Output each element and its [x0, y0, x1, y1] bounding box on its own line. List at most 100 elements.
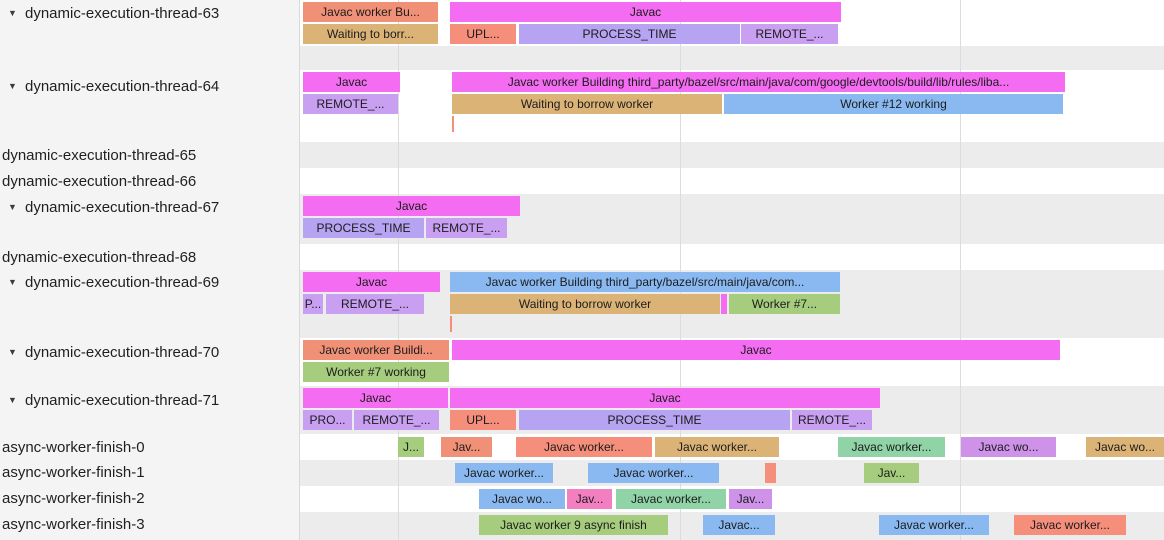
- track-band-gap: [300, 46, 1164, 70]
- thread-name-label: dynamic-execution-thread-69: [25, 273, 220, 291]
- bar-label: Javac worker Building third_party/bazel/…: [507, 75, 1010, 89]
- thread-name-label: dynamic-execution-thread-64: [25, 77, 220, 95]
- timeline-bar[interactable]: REMOTE_...: [741, 24, 838, 44]
- timeline-bar[interactable]: Jav...: [729, 489, 772, 509]
- bar-label: Jav...: [877, 466, 906, 480]
- timeline-bar[interactable]: J...: [398, 437, 424, 457]
- sidebar-item-dynamic-execution-thread-71[interactable]: ▼ dynamic-execution-thread-71: [0, 390, 219, 410]
- sidebar-item-async-worker-finish-3[interactable]: async-worker-finish-3: [0, 514, 145, 534]
- collapse-arrow-icon[interactable]: ▼: [8, 347, 17, 357]
- timeline-bar[interactable]: Javac worker 9 async finish: [479, 515, 668, 535]
- timeline-bar[interactable]: REMOTE_...: [303, 94, 398, 114]
- timeline-bar[interactable]: Javac worker...: [516, 437, 652, 457]
- timeline-bar[interactable]: Javac wo...: [961, 437, 1056, 457]
- thread-name-label: dynamic-execution-thread-66: [2, 172, 197, 190]
- sidebar-item-dynamic-execution-thread-70[interactable]: ▼ dynamic-execution-thread-70: [0, 342, 219, 362]
- sidebar-item-dynamic-execution-thread-69[interactable]: ▼ dynamic-execution-thread-69: [0, 272, 219, 292]
- timeline-bar[interactable]: Waiting to borr...: [303, 24, 438, 44]
- timeline-bar[interactable]: PROCESS_TIME: [519, 24, 740, 44]
- timeline-bar[interactable]: Javac worker Bu...: [303, 2, 438, 22]
- bar-label: Worker #7...: [751, 297, 818, 311]
- timeline-canvas[interactable]: Javac worker Bu... Javac Waiting to borr..…: [300, 0, 1164, 540]
- bar-label: Javac: [355, 275, 388, 289]
- collapse-arrow-icon[interactable]: ▼: [8, 202, 17, 212]
- bar-label: PROCESS_TIME: [607, 413, 702, 427]
- timeline-bar[interactable]: PROCESS_TIME: [519, 410, 790, 430]
- timeline-bar[interactable]: Javac: [450, 388, 880, 408]
- timeline-bar[interactable]: Javac: [303, 72, 400, 92]
- thread-name-label: dynamic-execution-thread-68: [2, 248, 197, 266]
- timeline-bar[interactable]: Javac worker Building third_party/bazel/…: [452, 72, 1065, 92]
- timeline-bar[interactable]: Javac worker...: [616, 489, 726, 509]
- bar-label: P...: [304, 297, 322, 311]
- timeline-bar[interactable]: Waiting to borrow worker: [452, 94, 722, 114]
- timeline-bar[interactable]: Waiting to borrow worker: [450, 294, 720, 314]
- sidebar-item-async-worker-finish-1[interactable]: async-worker-finish-1: [0, 462, 145, 482]
- thread-name-label: dynamic-execution-thread-63: [25, 4, 220, 22]
- timeline-bar[interactable]: Javac: [450, 2, 841, 22]
- timeline-bar[interactable]: Javac: [452, 340, 1060, 360]
- sidebar-item-dynamic-execution-thread-65[interactable]: dynamic-execution-thread-65: [0, 145, 196, 165]
- sidebar-item-dynamic-execution-thread-64[interactable]: ▼ dynamic-execution-thread-64: [0, 76, 219, 96]
- bar-label: Javac wo...: [1094, 440, 1156, 454]
- timeline-bar[interactable]: Javac worker Buildi...: [303, 340, 449, 360]
- collapse-arrow-icon[interactable]: ▼: [8, 395, 17, 405]
- timeline-bar[interactable]: PROCESS_TIME: [303, 218, 424, 238]
- sidebar-item-dynamic-execution-thread-63[interactable]: ▼ dynamic-execution-thread-63: [0, 3, 219, 23]
- timeline-bar[interactable]: Javac worker...: [455, 463, 553, 483]
- timeline-bar[interactable]: REMOTE_...: [354, 410, 439, 430]
- bar-label: Javac: [740, 343, 772, 357]
- bar-label: Javac: [395, 199, 428, 213]
- collapse-arrow-icon[interactable]: ▼: [8, 8, 17, 18]
- instant-event-tick[interactable]: [450, 316, 452, 332]
- timeline-bar[interactable]: [721, 294, 727, 314]
- timeline-bar[interactable]: Javac: [303, 388, 448, 408]
- timeline-bar[interactable]: Javac worker...: [879, 515, 989, 535]
- timeline-bar[interactable]: Javac worker...: [655, 437, 779, 457]
- timeline-bar[interactable]: Javac wo...: [1086, 437, 1164, 457]
- timeline-bar[interactable]: Worker #12 working: [724, 94, 1063, 114]
- bar-label: Javac wo...: [978, 440, 1039, 454]
- timeline-bar[interactable]: REMOTE_...: [426, 218, 507, 238]
- sidebar-item-dynamic-execution-thread-68[interactable]: dynamic-execution-thread-68: [0, 247, 196, 267]
- timeline-bar[interactable]: Jav...: [864, 463, 919, 483]
- collapse-arrow-icon[interactable]: ▼: [8, 81, 17, 91]
- sidebar-item-async-worker-finish-2[interactable]: async-worker-finish-2: [0, 488, 145, 508]
- bar-label: REMOTE_...: [362, 413, 431, 427]
- timeline-bar[interactable]: REMOTE_...: [792, 410, 872, 430]
- bar-label: REMOTE_...: [432, 221, 501, 235]
- timeline-bar[interactable]: Javac wo...: [479, 489, 565, 509]
- collapse-arrow-icon[interactable]: ▼: [8, 277, 17, 287]
- timeline-bar[interactable]: UPL...: [450, 410, 516, 430]
- timeline-bar[interactable]: REMOTE_...: [326, 294, 424, 314]
- thread-name-label: dynamic-execution-thread-71: [25, 391, 220, 409]
- timeline-bar[interactable]: Javac: [303, 196, 520, 216]
- sidebar-item-async-worker-finish-0[interactable]: async-worker-finish-0: [0, 437, 145, 457]
- timeline-bar[interactable]: PRO...: [303, 410, 352, 430]
- timeline-bar[interactable]: Jav...: [567, 489, 612, 509]
- time-gridline: [960, 0, 961, 540]
- timeline-bar[interactable]: Worker #7 working: [303, 362, 449, 382]
- bar-label: Javac wo...: [491, 492, 553, 506]
- timeline-bar[interactable]: Javac worker...: [588, 463, 719, 483]
- thread-name-label: dynamic-execution-thread-67: [25, 198, 220, 216]
- sidebar-item-dynamic-execution-thread-67[interactable]: ▼ dynamic-execution-thread-67: [0, 197, 219, 217]
- timeline-bar[interactable]: [765, 463, 776, 483]
- bar-label: Worker #7 working: [326, 365, 426, 379]
- timeline-bar[interactable]: Javac worker...: [838, 437, 945, 457]
- thread-name-label: async-worker-finish-1: [2, 463, 145, 481]
- timeline-bar[interactable]: Worker #7...: [729, 294, 840, 314]
- bar-label: Javac: [335, 75, 368, 89]
- sidebar-item-dynamic-execution-thread-66[interactable]: dynamic-execution-thread-66: [0, 171, 196, 191]
- timeline-bar[interactable]: P...: [303, 294, 323, 314]
- timeline-bar[interactable]: Javac worker...: [1014, 515, 1126, 535]
- timeline-bar[interactable]: UPL...: [450, 24, 516, 44]
- timeline-bar[interactable]: Jav...: [441, 437, 492, 457]
- bar-label: Waiting to borrow worker: [518, 297, 652, 311]
- timeline-bar[interactable]: Javac...: [703, 515, 775, 535]
- time-gridline: [680, 0, 681, 540]
- thread-name-label: dynamic-execution-thread-70: [25, 343, 220, 361]
- instant-event-tick[interactable]: [452, 116, 454, 132]
- timeline-bar[interactable]: Javac worker Building third_party/bazel/…: [450, 272, 840, 292]
- timeline-bar[interactable]: Javac: [303, 272, 440, 292]
